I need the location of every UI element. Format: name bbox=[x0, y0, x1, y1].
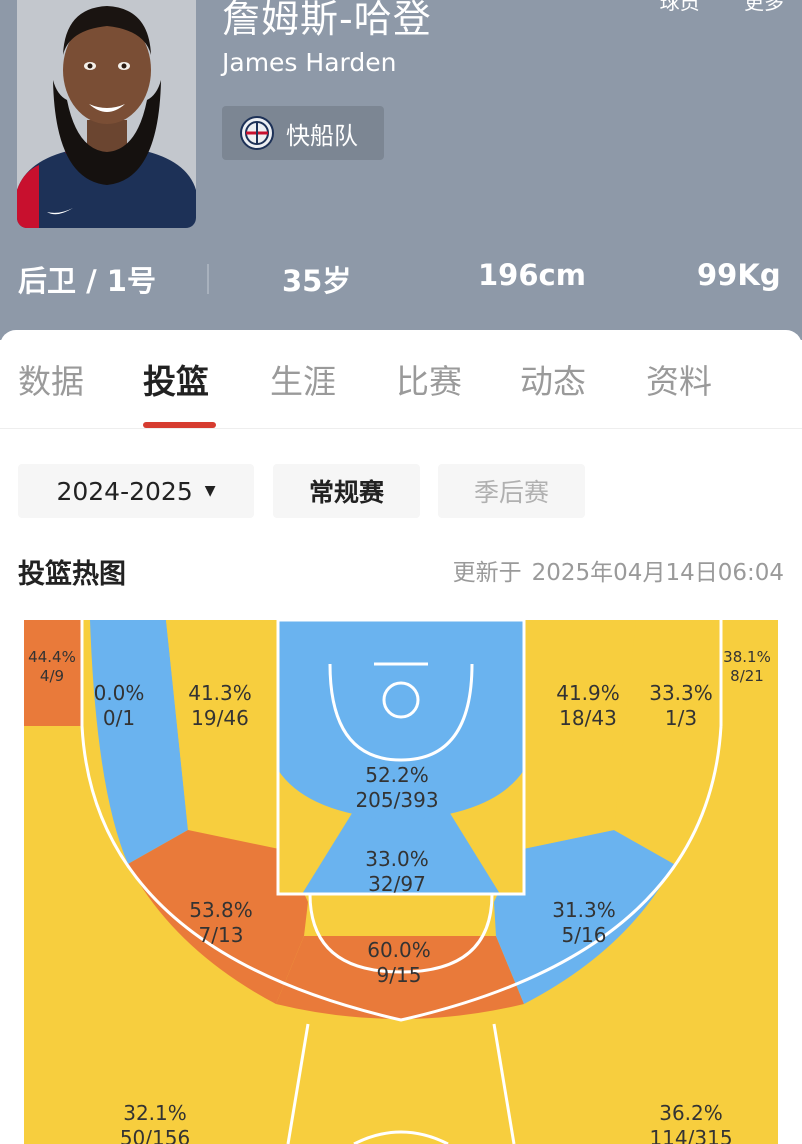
zone-restricted-area bbox=[278, 620, 524, 820]
zone-made-att-left-baseline-mid: 0/1 bbox=[103, 706, 135, 730]
tab-profile[interactable]: 资料 bbox=[646, 362, 712, 401]
zone-left-wing-mid bbox=[128, 830, 308, 1004]
header-links: 球员 更多 bbox=[622, 0, 784, 15]
team-chip[interactable]: 快船队 bbox=[222, 106, 384, 160]
heatmap-title: 投篮热图 bbox=[18, 559, 126, 590]
caret-down-icon: ▼ bbox=[204, 483, 216, 499]
team-name: 快船队 bbox=[286, 121, 358, 150]
clippers-logo-icon bbox=[240, 116, 274, 150]
zone-pct-paint: 33.0% bbox=[365, 847, 429, 871]
zone-left-corner-three bbox=[24, 620, 82, 726]
zone-made-att-left-above-break-three: 50/156 bbox=[120, 1126, 190, 1144]
player-age: 35岁 bbox=[282, 264, 352, 298]
zone-made-att-restricted-area: 205/393 bbox=[355, 788, 438, 812]
zone-pct-right-corner-three: 38.1% bbox=[723, 648, 771, 666]
tab-career[interactable]: 生涯 bbox=[270, 362, 336, 401]
zone-right-corner-three bbox=[721, 620, 778, 726]
zone-pct-right-baseline-mid: 33.3% bbox=[649, 681, 713, 705]
updated-time: 2025年04月14日06:04 bbox=[531, 560, 784, 586]
zone-made-att-left-wing-mid: 7/13 bbox=[199, 923, 244, 947]
zone-pct-top-key-mid: 60.0% bbox=[367, 938, 431, 962]
zone-pct-right-wing-mid: 31.3% bbox=[552, 898, 616, 922]
player-position-number: 后卫 / 1号 bbox=[18, 264, 156, 298]
zone-left-baseline-mid bbox=[90, 620, 188, 864]
player-avatar bbox=[17, 0, 196, 228]
tab-news[interactable]: 动态 bbox=[520, 362, 586, 401]
shot-heatmap: 44.4%4/9 0.0%0/1 41.3%19/46 52.2%205/393 33.… bbox=[24, 620, 778, 1144]
season-select[interactable]: 2024-2025 ▼ bbox=[18, 464, 254, 518]
regular-season-button[interactable]: 常规赛 bbox=[273, 464, 420, 518]
zone-pct-right-above-break-three: 36.2% bbox=[659, 1101, 723, 1125]
zone-made-att-right-corner-three: 8/21 bbox=[730, 667, 764, 685]
zone-pct-left-above-break-three: 32.1% bbox=[123, 1101, 187, 1125]
zone-pct-restricted-area: 52.2% bbox=[365, 763, 429, 787]
zone-made-att-right-short-mid: 18/43 bbox=[559, 706, 617, 730]
zone-pct-left-baseline-mid: 0.0% bbox=[94, 681, 145, 705]
zone-right-wing-mid bbox=[494, 830, 674, 1004]
zone-right-short-mid bbox=[518, 620, 636, 850]
zone-made-att-top-key-mid: 9/15 bbox=[377, 963, 422, 987]
zone-made-att-right-above-break-three: 114/315 bbox=[649, 1126, 732, 1144]
stat-divider bbox=[207, 264, 209, 294]
zone-made-att-right-baseline-mid: 1/3 bbox=[665, 706, 697, 730]
zone-paint bbox=[302, 810, 500, 894]
zone-labels: 44.4%4/9 0.0%0/1 41.3%19/46 52.2%205/393 33.… bbox=[28, 648, 771, 1144]
tab-shooting[interactable]: 投篮 bbox=[143, 362, 209, 401]
zone-left-short-mid bbox=[166, 620, 284, 850]
header-link-players[interactable]: 球员 bbox=[659, 0, 700, 14]
zone-made-att-right-wing-mid: 5/16 bbox=[562, 923, 607, 947]
playoffs-button[interactable]: 季后赛 bbox=[438, 464, 585, 518]
player-header: 詹姆斯-哈登 James Harden 球员 更多 快船队 后卫 / 1号 35… bbox=[0, 0, 802, 340]
zone-made-att-paint: 32/97 bbox=[368, 872, 426, 896]
player-weight: 99Kg bbox=[697, 258, 781, 292]
tab-stats[interactable]: 数据 bbox=[18, 362, 84, 401]
restricted-arc bbox=[328, 663, 474, 762]
heatmap-updated: 更新于 2025年04月14日06:04 bbox=[453, 553, 784, 587]
active-tab-indicator bbox=[143, 422, 216, 428]
zone-made-att-left-corner-three: 4/9 bbox=[40, 667, 64, 685]
tab-games[interactable]: 比赛 bbox=[396, 362, 462, 401]
tabs-divider bbox=[0, 428, 802, 429]
header-link-more[interactable]: 更多 bbox=[744, 0, 784, 14]
zone-right-baseline-mid bbox=[614, 620, 712, 864]
zone-pct-right-short-mid: 41.9% bbox=[556, 681, 620, 705]
season-select-value: 2024-2025 bbox=[56, 476, 193, 506]
player-name-en: James Harden bbox=[222, 48, 397, 77]
court-lines bbox=[80, 620, 723, 1144]
player-height: 196cm bbox=[478, 258, 586, 292]
zone-pct-left-corner-three: 44.4% bbox=[28, 648, 76, 666]
player-name-cn: 詹姆斯-哈登 bbox=[222, 0, 432, 41]
midrange-wedges bbox=[90, 620, 712, 1019]
zone-pct-left-wing-mid: 53.8% bbox=[189, 898, 253, 922]
zone-pct-left-short-mid: 41.3% bbox=[188, 681, 252, 705]
updated-prefix: 更新于 bbox=[452, 560, 522, 586]
zone-made-att-left-short-mid: 19/46 bbox=[191, 706, 249, 730]
